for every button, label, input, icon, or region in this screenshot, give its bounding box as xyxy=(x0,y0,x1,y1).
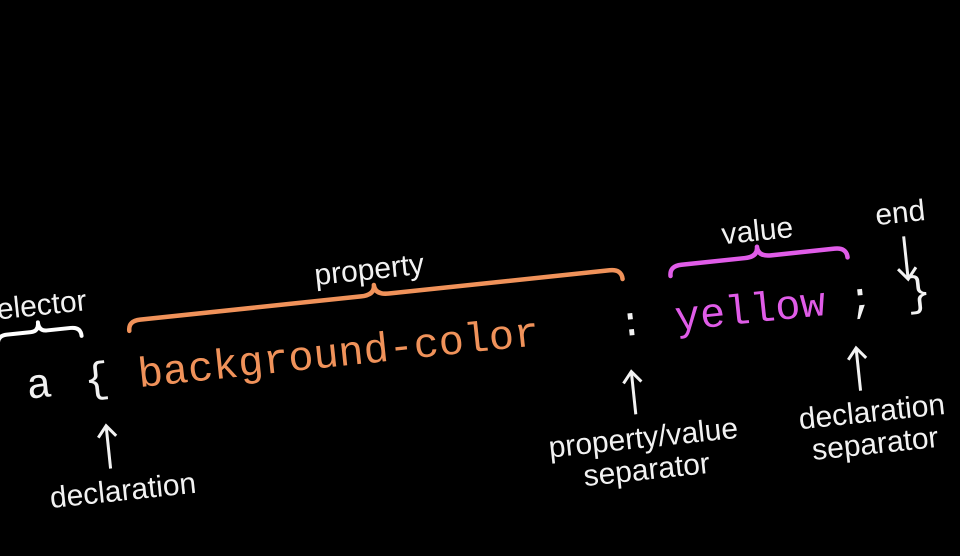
selector-brace xyxy=(0,320,84,347)
value-brace xyxy=(668,244,850,279)
colon-code: : xyxy=(615,299,647,350)
close-brace-code: } xyxy=(903,268,934,320)
declaration-label: declaration xyxy=(48,466,198,515)
property-brace xyxy=(126,267,625,334)
end-label: end xyxy=(873,194,927,233)
semicolon-code: ; xyxy=(845,275,876,326)
value-code: yellow xyxy=(672,280,829,344)
selector-code: a xyxy=(24,361,55,412)
declaration-separator-arrow-icon xyxy=(847,345,868,391)
declaration-arrow-icon xyxy=(97,423,118,469)
open-brace-code: { xyxy=(81,355,112,406)
css-syntax-diagram: selector property value end a { backgrou… xyxy=(0,194,947,515)
end-arrow-icon xyxy=(897,236,918,282)
property-value-separator-arrow-icon xyxy=(622,369,643,415)
